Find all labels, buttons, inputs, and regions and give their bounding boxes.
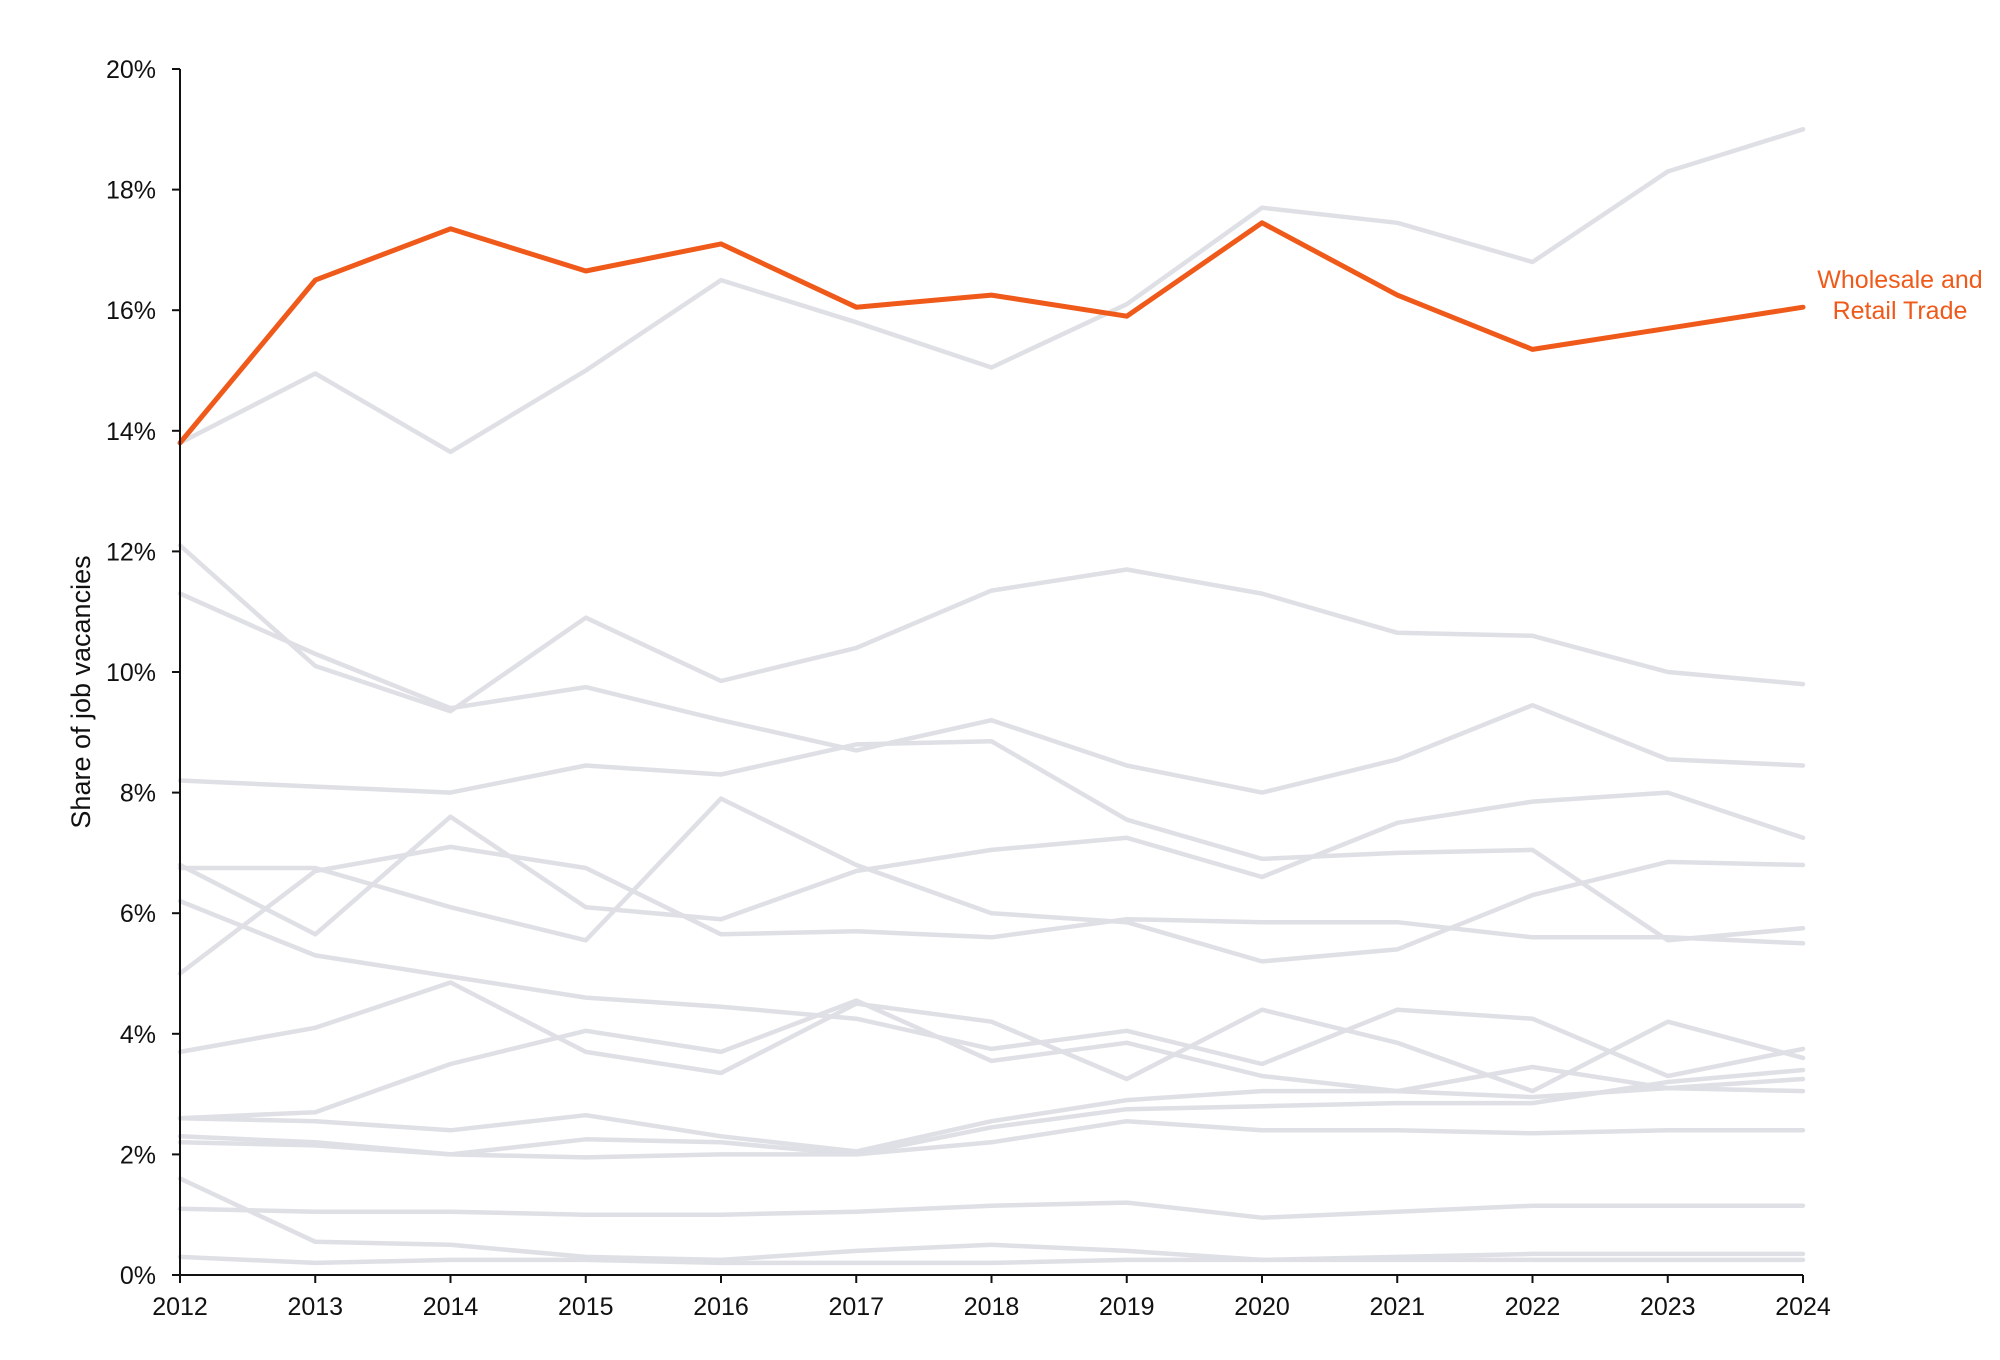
x-tick-label: 2021 xyxy=(1369,1293,1425,1321)
series-line-11 xyxy=(177,1085,1806,1154)
x-tick-label: 2024 xyxy=(1775,1293,1831,1321)
x-tick-label: 2013 xyxy=(287,1293,343,1321)
y-tick-label: 20% xyxy=(106,56,156,84)
highlight-series-label: Wholesale and Retail Trade xyxy=(1817,266,1982,325)
series-line-6 xyxy=(177,796,1806,964)
series-line-7 xyxy=(177,844,1806,976)
x-tick-label: 2017 xyxy=(828,1293,884,1321)
y-tick-label: 0% xyxy=(120,1262,156,1290)
series-line-16 xyxy=(177,1254,1806,1266)
series-line-5 xyxy=(177,790,1806,937)
y-tick-label: 14% xyxy=(106,418,156,446)
x-tick-label: 2018 xyxy=(964,1293,1020,1321)
x-tick-label: 2022 xyxy=(1505,1293,1561,1321)
series-line-15 xyxy=(177,1176,1806,1263)
x-tick-label: 2023 xyxy=(1640,1293,1696,1321)
y-tick-label: 12% xyxy=(106,538,156,566)
series-line-13 xyxy=(177,1118,1806,1160)
x-tick-label: 2014 xyxy=(423,1293,479,1321)
series-line-4 xyxy=(177,739,1806,943)
x-tick-label: 2012 xyxy=(152,1293,208,1321)
x-tick-label: 2020 xyxy=(1234,1293,1290,1321)
series-line-1 xyxy=(177,127,1806,455)
y-tick-label: 4% xyxy=(120,1021,156,1049)
series-line-2 xyxy=(177,591,1806,795)
y-tick-label: 2% xyxy=(120,1141,156,1169)
series-line-14 xyxy=(177,1200,1806,1220)
x-tick-label: 2015 xyxy=(558,1293,614,1321)
highlight-series-label-line: Retail Trade xyxy=(1833,297,1968,325)
x-tick-label: 2019 xyxy=(1099,1293,1155,1321)
y-tick-label: 18% xyxy=(106,177,156,205)
y-tick-label: 10% xyxy=(106,659,156,687)
y-axis-title: Share of job vacancies xyxy=(66,555,96,828)
series-line-8 xyxy=(177,898,1806,1079)
series-line-3 xyxy=(177,543,1806,714)
series-line-highlight xyxy=(177,220,1806,446)
x-tick-label: 2016 xyxy=(693,1293,749,1321)
highlight-series-label-line: Wholesale and xyxy=(1817,266,1982,294)
y-tick-label: 6% xyxy=(120,900,156,928)
y-tick-label: 8% xyxy=(120,780,156,808)
y-tick-label: 16% xyxy=(106,297,156,325)
series-line-10 xyxy=(177,998,1806,1121)
series-line-9 xyxy=(177,980,1806,1094)
